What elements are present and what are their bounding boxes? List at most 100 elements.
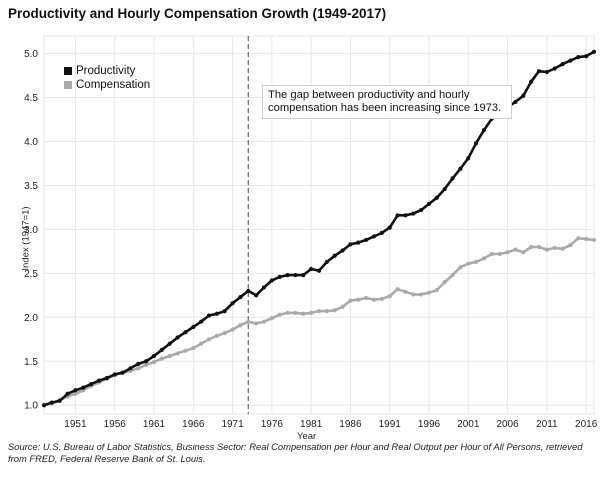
- x-axis-title: Year: [297, 431, 317, 442]
- data-point-productivity: [434, 195, 439, 200]
- data-point-compensation: [387, 294, 392, 299]
- data-point-compensation: [175, 351, 180, 356]
- x-tick-label: 1976: [261, 419, 284, 430]
- data-point-compensation: [544, 247, 549, 252]
- data-point-productivity: [584, 54, 589, 59]
- x-tick-label: 2001: [457, 419, 480, 430]
- data-point-productivity: [324, 259, 329, 265]
- data-point-compensation: [214, 333, 219, 338]
- y-tick-label: 4.0: [24, 137, 38, 148]
- data-point-productivity: [450, 176, 455, 181]
- data-point-compensation: [513, 247, 518, 252]
- annotation-box: The gap between productivity and hourly …: [262, 85, 512, 119]
- y-axis-ticks: 1.0 1.5 2.0 2.5 3.0 3.5 4.0 4.5 5.0: [24, 49, 38, 412]
- data-point-productivity: [466, 156, 471, 161]
- x-tick-label: 1956: [104, 419, 127, 430]
- data-point-productivity: [49, 400, 54, 405]
- legend-swatch-productivity: [64, 67, 72, 75]
- data-point-productivity: [41, 403, 47, 408]
- data-point-compensation: [591, 237, 597, 243]
- data-point-productivity: [120, 370, 125, 375]
- data-point-productivity: [395, 213, 400, 218]
- data-point-productivity: [96, 378, 102, 383]
- source-note: Source: U.S. Bureau of Labor Statistics,…: [8, 441, 583, 464]
- data-point-compensation: [568, 243, 573, 248]
- y-axis-title: Index (1947=1): [20, 206, 32, 271]
- data-point-productivity: [206, 313, 212, 318]
- data-point-compensation: [269, 316, 274, 321]
- data-point-compensation: [277, 312, 282, 317]
- data-point-productivity: [285, 273, 290, 278]
- data-point-productivity: [167, 341, 172, 346]
- data-point-productivity: [183, 330, 188, 335]
- x-tick-label: 1971: [221, 419, 244, 430]
- data-point-productivity: [544, 69, 549, 75]
- data-point-compensation: [309, 310, 314, 316]
- data-point-compensation: [576, 236, 581, 241]
- data-point-compensation: [261, 319, 267, 324]
- x-tick-label: 1986: [339, 419, 362, 430]
- y-tick-label: 1.5: [24, 357, 38, 368]
- data-point-productivity: [371, 234, 377, 239]
- chart-title: Productivity and Hourly Compensation Gro…: [8, 6, 387, 21]
- data-point-compensation: [348, 298, 353, 303]
- data-point-compensation: [332, 308, 337, 313]
- data-point-productivity: [513, 99, 518, 105]
- data-point-compensation: [254, 321, 259, 326]
- x-axis-ticks: 1951 1956 1961 1966 1971 1976 1981 1986 1991 1996…: [64, 419, 597, 430]
- legend-item-compensation: Compensation: [64, 78, 150, 92]
- data-point-compensation: [411, 292, 416, 297]
- y-tick-label: 2.5: [24, 269, 38, 280]
- grid-lines: [43, 35, 595, 415]
- data-point-compensation: [316, 309, 322, 314]
- data-point-compensation: [521, 250, 526, 255]
- data-point-productivity: [552, 66, 557, 71]
- data-point-compensation: [426, 290, 432, 295]
- data-point-compensation: [285, 310, 290, 316]
- data-point-compensation: [403, 289, 408, 294]
- data-point-productivity: [301, 273, 306, 278]
- data-point-compensation: [199, 341, 204, 346]
- data-point-productivity: [309, 266, 314, 272]
- y-tick-label: 4.5: [24, 93, 38, 104]
- data-point-compensation: [458, 265, 463, 270]
- data-point-compensation: [356, 297, 361, 302]
- data-point-compensation: [371, 297, 377, 302]
- data-point-productivity: [442, 186, 447, 192]
- data-point-productivity: [536, 69, 542, 74]
- data-point-productivity: [144, 359, 149, 364]
- data-point-productivity: [238, 294, 243, 300]
- data-point-productivity: [458, 166, 463, 171]
- data-point-productivity: [89, 382, 94, 387]
- data-point-productivity: [136, 361, 141, 366]
- data-point-productivity: [348, 242, 353, 247]
- data-point-compensation: [183, 348, 188, 353]
- x-tick-label: 1966: [182, 419, 205, 430]
- data-point-productivity: [199, 319, 204, 324]
- data-point-compensation: [481, 256, 487, 261]
- data-point-productivity: [568, 58, 573, 63]
- x-tick-label: 1996: [418, 419, 441, 430]
- data-point-compensation: [340, 304, 345, 309]
- data-point-compensation: [395, 287, 400, 292]
- data-point-compensation: [560, 246, 565, 251]
- data-point-productivity: [293, 273, 298, 278]
- data-point-productivity: [222, 309, 227, 314]
- y-tick-label: 3.0: [24, 225, 38, 236]
- legend-label-compensation: Compensation: [76, 79, 151, 91]
- data-point-productivity: [426, 201, 432, 207]
- data-point-compensation: [206, 337, 212, 342]
- data-point-compensation: [246, 319, 251, 324]
- data-point-productivity: [104, 375, 109, 381]
- data-point-compensation: [489, 251, 494, 257]
- legend-item-productivity: Productivity: [64, 64, 150, 78]
- x-tick-label: 2016: [575, 419, 598, 430]
- x-tick-label: 2006: [496, 419, 519, 430]
- data-point-productivity: [230, 301, 235, 306]
- x-tick-label: 1991: [379, 419, 402, 430]
- plot-frame: [43, 35, 595, 415]
- data-point-productivity: [332, 253, 337, 258]
- y-tick-label: 2.0: [24, 313, 38, 324]
- y-tick-label: 5.0: [24, 49, 38, 60]
- data-point-compensation: [293, 310, 298, 316]
